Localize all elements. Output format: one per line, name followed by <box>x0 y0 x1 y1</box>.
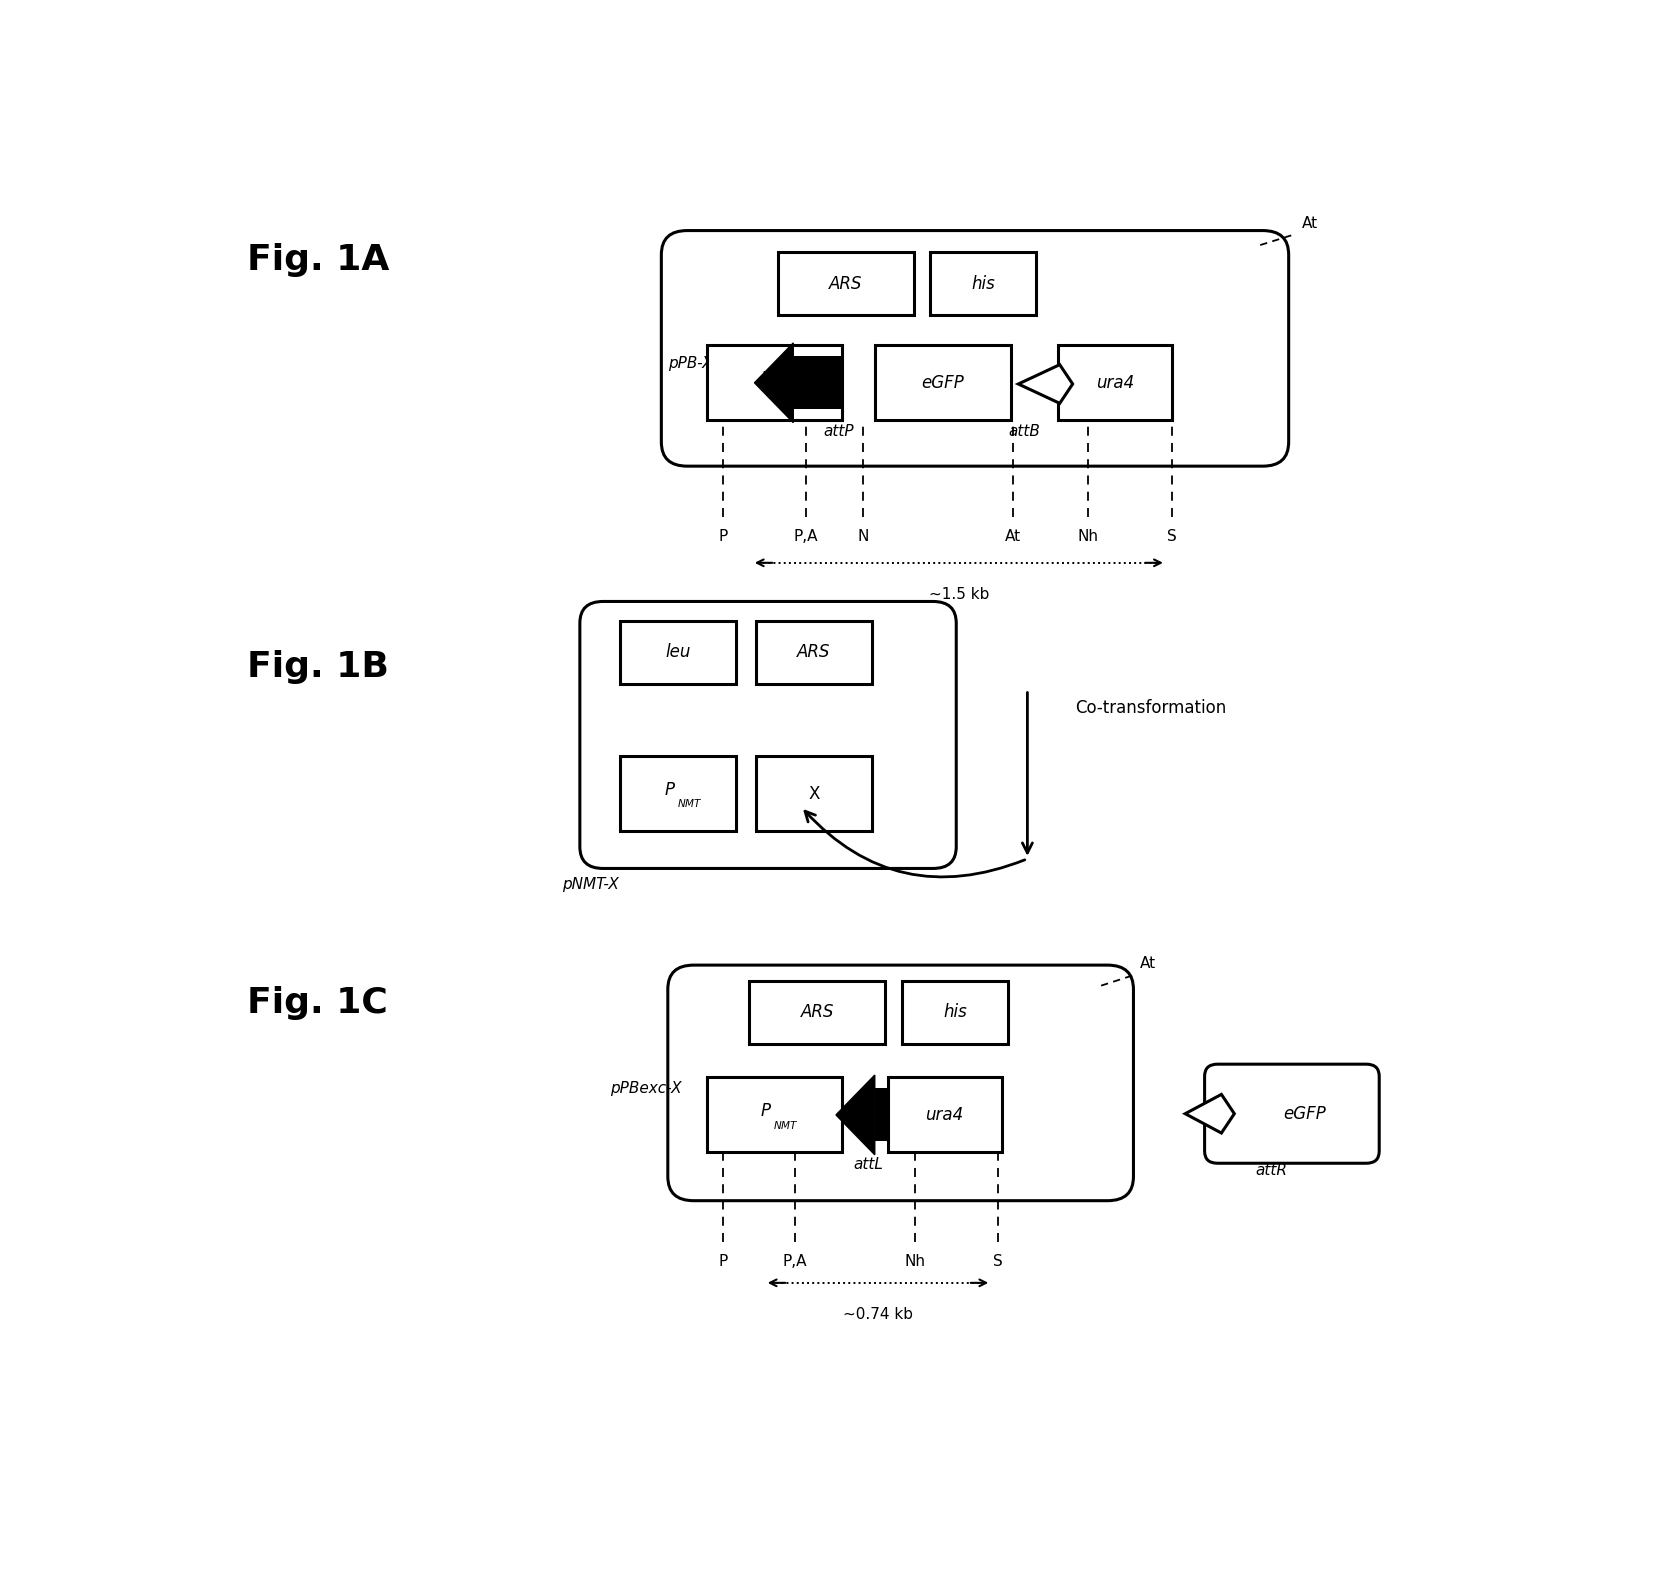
Text: eGFP: eGFP <box>921 373 965 392</box>
Text: At: At <box>1302 215 1319 231</box>
Bar <box>619 621 736 684</box>
Bar <box>778 253 913 315</box>
Bar <box>793 356 843 410</box>
Bar <box>875 345 1011 420</box>
Polygon shape <box>1018 364 1073 403</box>
FancyBboxPatch shape <box>1205 1064 1379 1163</box>
Text: P: P <box>719 529 728 544</box>
Text: Fig. 1B: Fig. 1B <box>247 650 389 684</box>
Text: $\it{P}$: $\it{P}$ <box>759 1103 773 1120</box>
Text: his: his <box>943 1003 966 1021</box>
Bar <box>930 253 1036 315</box>
Text: ura4: ura4 <box>1097 373 1135 392</box>
Text: X: X <box>808 784 819 803</box>
Text: ARS: ARS <box>829 275 863 293</box>
Text: ARS: ARS <box>801 1003 834 1021</box>
Text: ~0.74 kb: ~0.74 kb <box>843 1307 913 1323</box>
Polygon shape <box>836 1075 875 1155</box>
Text: $\it{NMT}$: $\it{NMT}$ <box>678 797 703 810</box>
Text: ARS: ARS <box>798 643 831 661</box>
Text: $\it{P}$: $\it{P}$ <box>759 370 773 388</box>
Text: attL: attL <box>853 1158 883 1172</box>
Text: ~1.5 kb: ~1.5 kb <box>928 587 990 602</box>
Text: P,A: P,A <box>794 529 818 544</box>
Text: At: At <box>1005 529 1021 544</box>
Text: Nh: Nh <box>905 1254 925 1269</box>
Text: attR: attR <box>1255 1163 1288 1178</box>
Bar <box>706 345 843 420</box>
Text: eGFP: eGFP <box>1283 1105 1327 1123</box>
Bar <box>706 1078 843 1152</box>
Text: $\it{NMT}$: $\it{NMT}$ <box>773 386 799 399</box>
Text: N: N <box>858 529 870 544</box>
Text: his: his <box>971 275 995 293</box>
Text: Fig. 1C: Fig. 1C <box>247 985 389 1020</box>
Text: attB: attB <box>1008 424 1041 439</box>
Text: Fig. 1A: Fig. 1A <box>247 243 391 276</box>
Text: pPB-X: pPB-X <box>668 356 713 370</box>
Polygon shape <box>1185 1095 1235 1133</box>
Bar <box>875 1089 888 1142</box>
Bar <box>1058 345 1172 420</box>
Text: pNMT-X: pNMT-X <box>562 877 619 891</box>
Text: At: At <box>1140 956 1157 971</box>
Text: ura4: ura4 <box>926 1106 963 1123</box>
Text: $\it{P}$: $\it{P}$ <box>664 781 676 799</box>
Text: P,A: P,A <box>783 1254 806 1269</box>
Text: S: S <box>1167 529 1177 544</box>
Text: P: P <box>719 1254 728 1269</box>
Text: Nh: Nh <box>1078 529 1098 544</box>
Bar <box>756 756 873 832</box>
Bar <box>888 1078 1001 1152</box>
Text: pPBexc-X: pPBexc-X <box>609 1081 681 1095</box>
Text: $\it{NMT}$: $\it{NMT}$ <box>773 1119 799 1131</box>
Bar <box>756 621 873 684</box>
Text: attP: attP <box>823 424 855 439</box>
Text: leu: leu <box>666 643 691 661</box>
Polygon shape <box>754 344 793 422</box>
Bar <box>619 756 736 832</box>
Bar <box>749 981 885 1043</box>
Text: Co-transformation: Co-transformation <box>1075 698 1227 717</box>
Bar <box>901 981 1008 1043</box>
Text: S: S <box>993 1254 1003 1269</box>
